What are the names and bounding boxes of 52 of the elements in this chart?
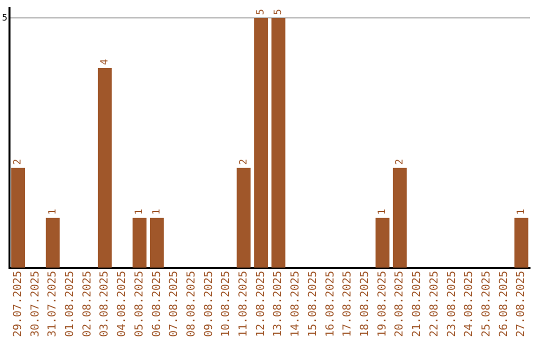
x-tick-label: 14.08.2025 xyxy=(288,270,302,338)
data-label: 1 xyxy=(47,208,58,215)
x-tick-label: 24.08.2025 xyxy=(462,270,476,338)
x-tick-label: 29.07.2025 xyxy=(10,270,24,338)
bar xyxy=(254,18,268,268)
data-label: 1 xyxy=(134,208,146,215)
x-tick-label: 11.08.2025 xyxy=(236,270,250,338)
x-tick-label: 09.08.2025 xyxy=(202,270,215,338)
x-tick-label: 17.08.2025 xyxy=(340,270,354,338)
data-label: 5 xyxy=(272,8,284,15)
x-tick-label: 02.08.2025 xyxy=(80,270,94,338)
x-tick-label: 01.08.2025 xyxy=(63,270,76,338)
data-label: 1 xyxy=(377,208,388,215)
bar xyxy=(271,18,286,268)
x-tick-label: 13.08.2025 xyxy=(271,270,284,338)
x-tick-label: 19.08.2025 xyxy=(375,270,388,338)
x-tick-label: 10.08.2025 xyxy=(219,270,232,338)
bar xyxy=(150,218,164,268)
data-label: 1 xyxy=(516,208,527,215)
x-tick-label: 05.08.2025 xyxy=(132,270,146,338)
bar xyxy=(376,218,390,268)
x-tick-label: 04.08.2025 xyxy=(115,270,128,338)
data-label: 2 xyxy=(394,158,406,165)
x-tick-label: 27.08.2025 xyxy=(514,270,528,338)
data-label: 2 xyxy=(238,158,250,165)
bar xyxy=(514,218,528,268)
data-label: 5 xyxy=(256,8,267,15)
data-label: 1 xyxy=(152,208,163,215)
x-tick-label: 21.08.2025 xyxy=(410,270,424,338)
x-tick-label: 07.08.2025 xyxy=(167,270,180,338)
data-label: 2 xyxy=(12,158,24,165)
bar xyxy=(236,168,251,268)
x-tick-label: 23.08.2025 xyxy=(444,270,458,338)
data-label: 4 xyxy=(99,58,110,65)
bar xyxy=(46,218,60,268)
x-tick-label: 26.08.2025 xyxy=(496,270,510,338)
bar xyxy=(392,168,407,268)
x-tick-label: 08.08.2025 xyxy=(184,270,198,338)
x-tick-label: 25.08.2025 xyxy=(479,270,492,338)
x-tick-label: 30.07.2025 xyxy=(28,270,42,338)
bar xyxy=(132,218,147,268)
x-tick-label: 20.08.2025 xyxy=(392,270,406,338)
x-tick-label: 15.08.2025 xyxy=(306,270,319,338)
x-tick-label: 12.08.2025 xyxy=(254,270,267,338)
x-tick-label: 22.08.2025 xyxy=(427,270,440,338)
x-tick-label: 03.08.2025 xyxy=(98,270,111,338)
x-tick-label: 18.08.2025 xyxy=(358,270,372,338)
x-tick-label: 16.08.2025 xyxy=(323,270,336,338)
bar xyxy=(11,168,26,268)
x-tick-label: 06.08.2025 xyxy=(150,270,163,338)
bar xyxy=(98,68,112,268)
x-tick-label: 31.07.2025 xyxy=(46,270,59,338)
